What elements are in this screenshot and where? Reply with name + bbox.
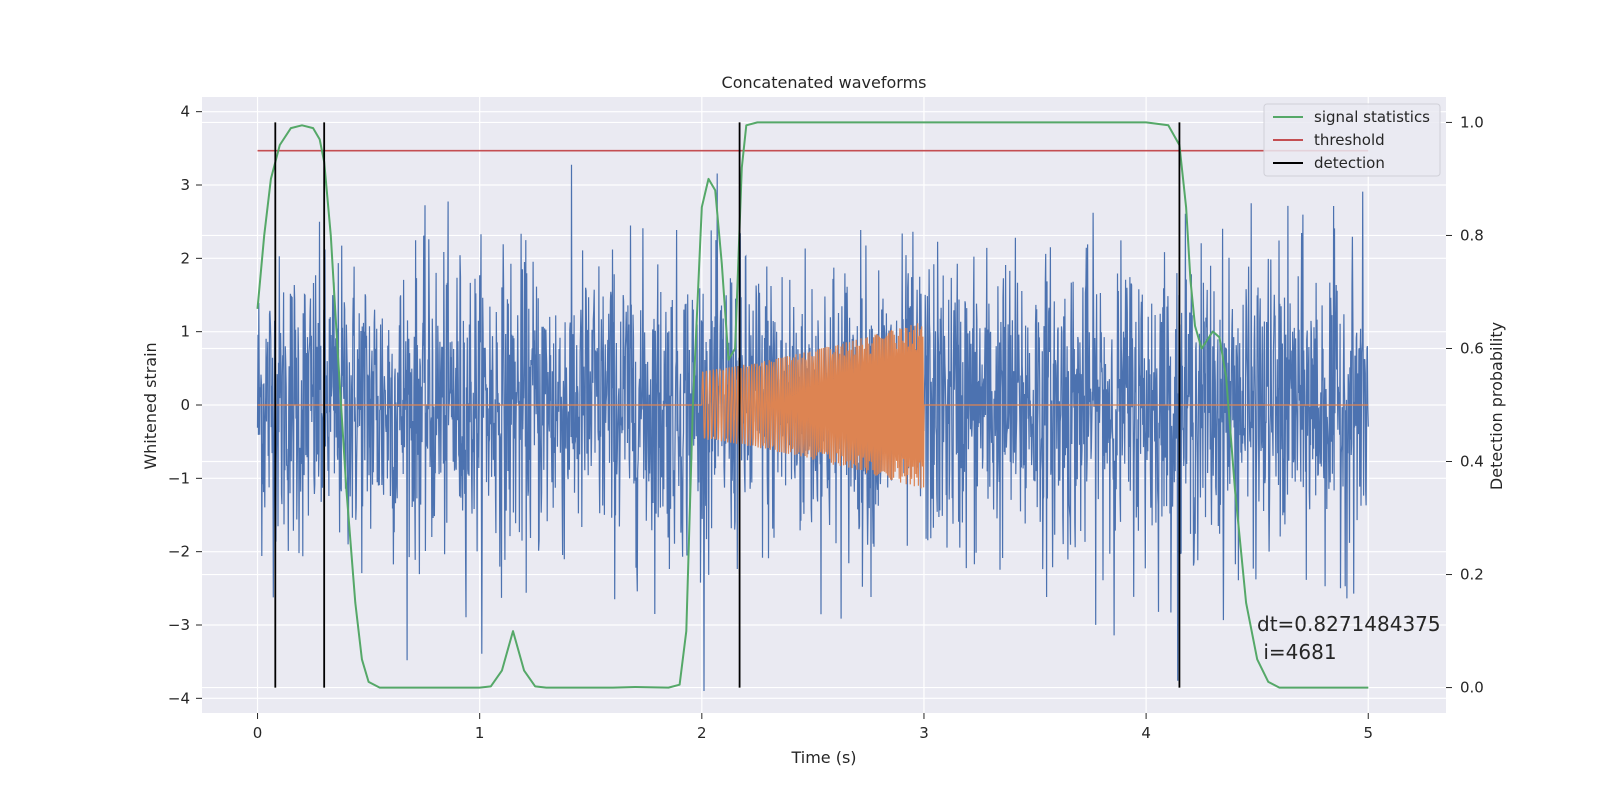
signal-statistics-line [256,121,1369,689]
x-tick-label: 5 [1363,724,1373,742]
y-right-tick-label: 1.0 [1460,113,1484,131]
y-right-tick-label: 0.2 [1460,566,1484,584]
chart-title: Concatenated waveforms [722,73,927,92]
x-tick-label: 2 [697,724,707,742]
legend-label-threshold: threshold [1314,131,1385,149]
y-axis-right-label: Detection probability [1487,322,1506,490]
y-left-tick-label: −4 [168,689,190,707]
y-left-tick-label: −3 [168,616,190,634]
y-right-tick-label: 0.8 [1460,226,1484,244]
annotation-index: i=4681 [1257,640,1337,664]
x-tick-label: 0 [253,724,263,742]
annotation: dt=0.8271484375 i=4681 [1257,612,1441,664]
y-left-tick-label: 3 [180,176,190,194]
y-left-tick-label: 0 [180,396,190,414]
y-left-tick-label: 1 [180,323,190,341]
x-tick-label: 3 [919,724,929,742]
y-right-tick-label: 0.0 [1460,679,1484,697]
legend-label-detection: detection [1314,154,1385,172]
y-axis-left-label: Whitened strain [141,342,160,469]
template-line [257,323,1369,489]
x-axis-label: Time (s) [790,748,856,767]
x-tick-label: 1 [475,724,485,742]
legend: signal statistics threshold detection [1263,103,1441,177]
y-left-tick-label: −2 [168,543,190,561]
y-right-tick-label: 0.4 [1460,453,1484,471]
y-left-tick-label: −1 [168,469,190,487]
annotation-dt: dt=0.8271484375 [1257,612,1441,636]
y-right-tick-label: 0.6 [1460,339,1484,357]
legend-label-signal-statistics: signal statistics [1314,108,1430,126]
y-left-tick-label: 4 [180,103,190,121]
y-left-tick-label: 2 [180,249,190,267]
x-tick-label: 4 [1141,724,1151,742]
